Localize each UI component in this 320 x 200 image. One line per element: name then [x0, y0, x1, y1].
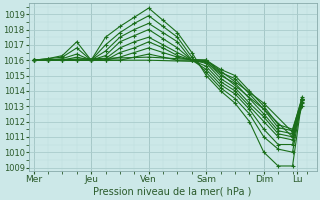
X-axis label: Pression niveau de la mer( hPa ): Pression niveau de la mer( hPa ): [93, 187, 252, 197]
